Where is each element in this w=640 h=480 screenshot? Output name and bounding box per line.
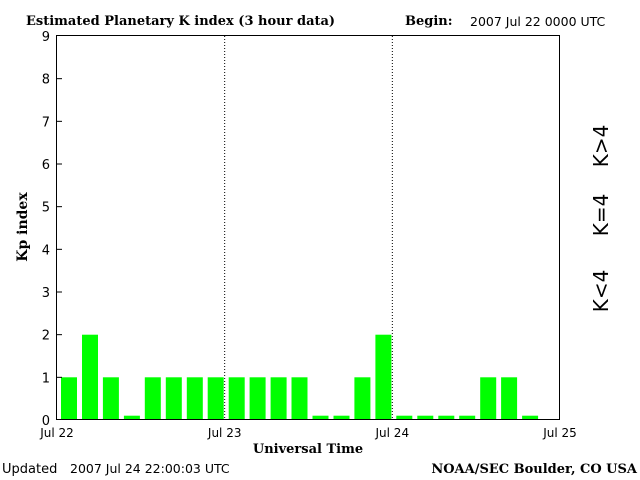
kp-bar: [207, 377, 224, 420]
kp-bar: [396, 415, 413, 420]
kp-bar: [333, 415, 350, 420]
kp-bar: [186, 377, 203, 420]
kp-bar: [82, 334, 98, 420]
y-tick-label: 4: [42, 243, 50, 258]
x-axis-label: Universal Time: [253, 442, 363, 457]
legend-high: K>4: [589, 125, 613, 168]
x-tick-label: Jul 24: [375, 426, 410, 440]
kp-bar: [417, 415, 434, 420]
updated-label: Updated: [2, 462, 57, 477]
y-tick-label: 0: [42, 414, 50, 429]
kp-bar: [312, 415, 329, 420]
legend-low: K<4: [589, 270, 613, 313]
kp-bar: [165, 377, 182, 420]
x-axis-ticks: Jul 22 Jul 23 Jul 24 Jul 25: [39, 426, 577, 440]
y-tick-label: 1: [42, 371, 50, 386]
y-tick-label: 6: [42, 158, 50, 173]
legend-mid: K=4: [589, 194, 613, 237]
y-tick-label: 8: [42, 73, 50, 88]
kp-bar: [522, 415, 539, 420]
kp-bar: [291, 377, 308, 420]
x-tick-label: Jul 22: [39, 426, 74, 440]
kp-bar: [501, 377, 518, 420]
y-tick-label: 2: [42, 329, 50, 344]
y-tick-label: 7: [42, 115, 50, 130]
kp-bar: [270, 377, 287, 420]
x-tick-label: Jul 23: [207, 426, 242, 440]
kp-bar: [480, 377, 497, 420]
kp-bar: [354, 377, 371, 420]
begin-label: Begin:: [405, 14, 453, 29]
kp-bar: [438, 415, 455, 420]
y-axis-label: Kp index: [15, 192, 31, 262]
bars-group: [61, 334, 539, 420]
y-tick-label: 9: [42, 30, 50, 45]
kp-bar: [61, 377, 77, 420]
x-tick-label: Jul 25: [542, 426, 577, 440]
y-tick-label: 3: [42, 286, 50, 301]
kp-bar: [123, 415, 140, 420]
legend: K<4 K=4 K>4: [589, 125, 613, 313]
updated-value: 2007 Jul 24 22:00:03 UTC: [70, 461, 230, 476]
credit-text: NOAA/SEC Boulder, CO USA: [431, 462, 638, 477]
kp-bar: [375, 334, 392, 420]
kp-bar: [228, 377, 245, 420]
kp-bar: [144, 377, 161, 420]
y-tick-label: 5: [42, 201, 50, 216]
begin-value: 2007 Jul 22 0000 UTC: [470, 14, 606, 29]
kp-bar: [459, 415, 476, 420]
kp-bar: [102, 377, 119, 420]
day-separators: [224, 36, 393, 420]
chart-title: Estimated Planetary K index (3 hour data…: [26, 14, 335, 29]
y-axis-ticks: 0 1 2 3 4 5 6 7 8 9: [42, 30, 62, 429]
kp-bar: [249, 377, 266, 420]
plot-frame: [56, 35, 560, 420]
